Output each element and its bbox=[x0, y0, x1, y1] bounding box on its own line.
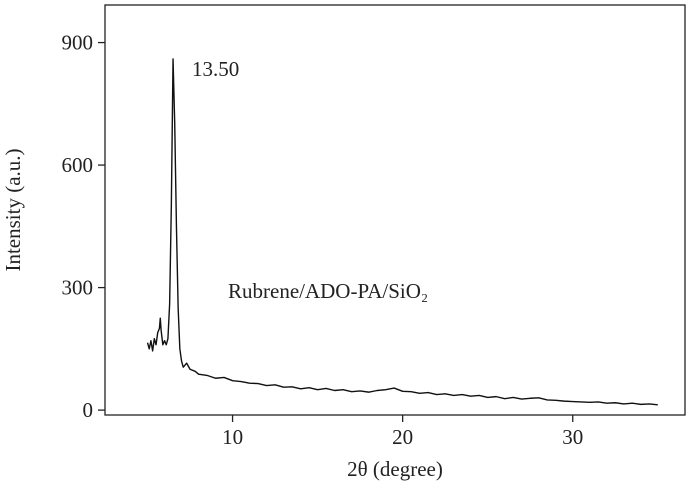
y-tick-label: 300 bbox=[62, 276, 94, 300]
x-axis-label: 2θ (degree) bbox=[347, 457, 443, 481]
y-tick-label: 900 bbox=[62, 31, 94, 55]
y-tick-label: 0 bbox=[83, 398, 94, 422]
x-tick-label: 30 bbox=[562, 425, 583, 449]
x-tick-label: 10 bbox=[222, 425, 243, 449]
x-tick-label: 20 bbox=[392, 425, 413, 449]
annotation: Rubrene/ADO-PA/SiO₂ bbox=[228, 279, 428, 303]
annotation: 13.50 bbox=[192, 57, 239, 81]
plot-frame bbox=[104, 4, 686, 416]
data-line bbox=[146, 58, 658, 406]
y-tick-label: 600 bbox=[62, 153, 94, 177]
y-axis-label: Intensity (a.u.) bbox=[1, 148, 25, 271]
